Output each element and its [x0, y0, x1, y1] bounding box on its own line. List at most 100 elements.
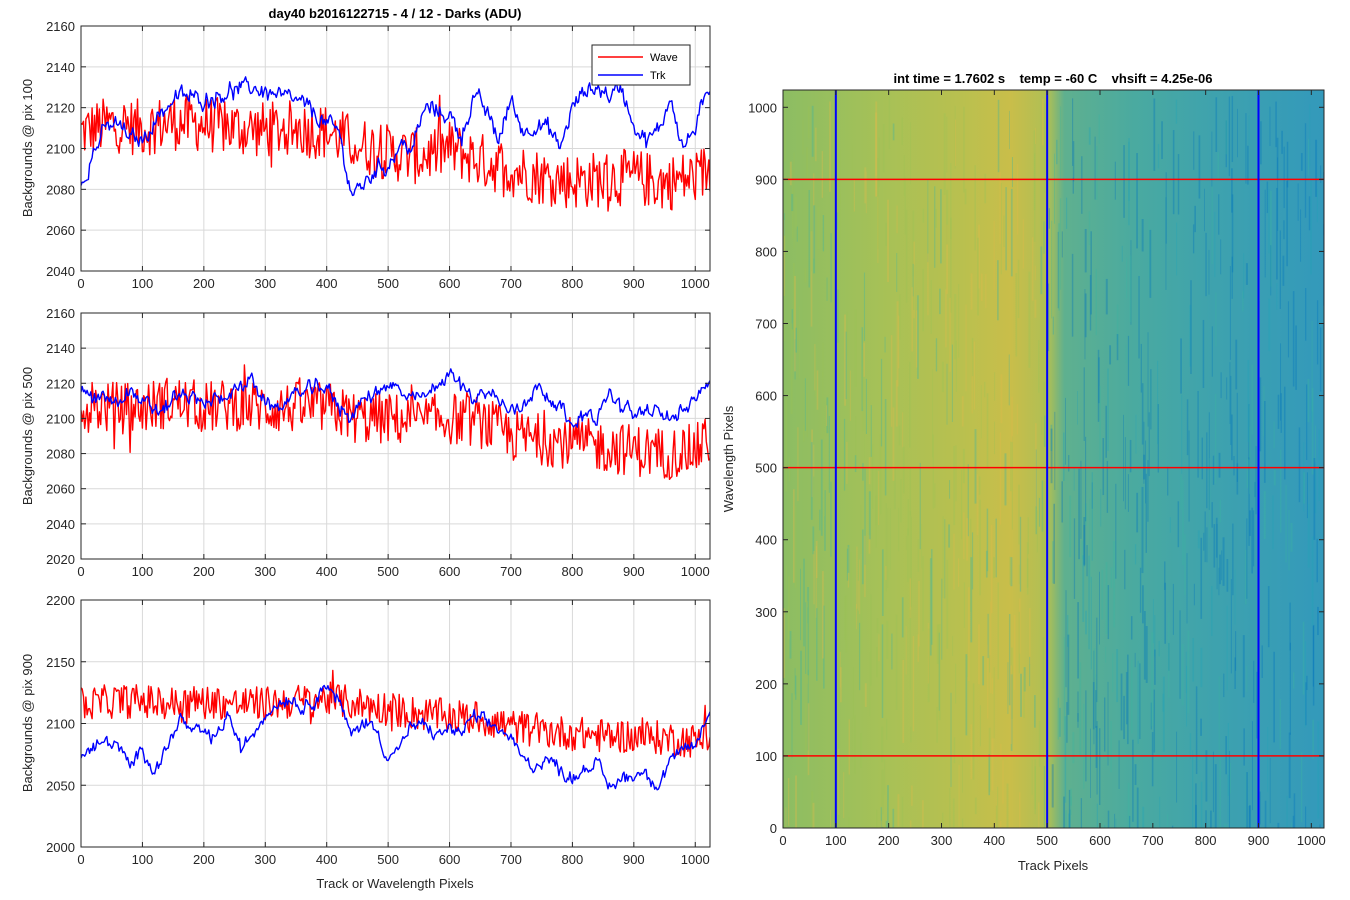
x-tick-label: 800 — [1195, 833, 1217, 848]
x-tick-label: 100 — [825, 833, 847, 848]
x-tick-label: 0 — [779, 833, 786, 848]
series-line-trk — [81, 684, 710, 791]
x-tick-label: 600 — [439, 276, 461, 291]
series-line-wave — [81, 364, 710, 480]
plot-pix-500-ticks: 0 100 200 300 400 500 600 700 800 900 1000 2020 2040… — [46, 306, 710, 579]
heatmap-base — [783, 90, 1324, 828]
y-tick-label: 900 — [755, 172, 777, 187]
plot-pix-100-ticks: 0 100 200 300 400 500 600 700 800 900 1000 2040 2060… — [46, 19, 710, 291]
plot-pix-500-background — [81, 313, 710, 559]
heatmap-ylabel: Wavelength Pixels — [721, 405, 736, 512]
heatmap-texture — [783, 93, 1324, 828]
heatmap-markers — [783, 90, 1324, 828]
y-tick-label: 2040 — [46, 264, 75, 279]
plot-pix-500-series — [81, 364, 710, 480]
legend-entry-wave: Wave — [650, 52, 678, 64]
y-tick-label: 2100 — [46, 717, 75, 732]
plot-pix-100-series — [81, 76, 710, 212]
x-tick-label: 800 — [562, 852, 584, 867]
x-tick-label: 600 — [439, 852, 461, 867]
y-tick-label: 2060 — [46, 223, 75, 238]
x-tick-label: 200 — [193, 564, 215, 579]
y-tick-label: 2040 — [46, 517, 75, 532]
x-tick-label: 400 — [983, 833, 1005, 848]
heatmap-title: int time = 1.7602 s temp = -60 C vhsift … — [893, 71, 1212, 86]
x-tick-label: 1000 — [1297, 833, 1326, 848]
x-tick-label: 900 — [623, 852, 645, 867]
ylabel-plot-1: Backgrounds @ pix 100 — [20, 79, 35, 217]
x-tick-label: 200 — [193, 276, 215, 291]
series-line-wave — [81, 94, 710, 212]
plot-pix-900: 0 100 200 300 400 500 600 700 800 900 1000 2000 2050… — [46, 593, 711, 867]
y-tick-label: 100 — [755, 749, 777, 764]
y-tick-label: 700 — [755, 317, 777, 332]
x-tick-label: 1000 — [681, 852, 710, 867]
x-tick-label: 300 — [931, 833, 953, 848]
x-tick-label: 0 — [77, 852, 84, 867]
x-tick-label: 700 — [500, 852, 522, 867]
y-tick-label: 2100 — [46, 411, 75, 426]
x-tick-label: 1000 — [681, 564, 710, 579]
x-tick-label: 1000 — [681, 276, 710, 291]
y-tick-label: 300 — [755, 605, 777, 620]
x-tick-label: 500 — [377, 564, 399, 579]
x-tick-label: 300 — [254, 852, 276, 867]
x-tick-label: 900 — [623, 276, 645, 291]
y-tick-label: 2080 — [46, 447, 75, 462]
y-tick-label: 2200 — [46, 593, 75, 608]
legend: Wave Trk — [591, 44, 691, 86]
y-tick-label: 600 — [755, 389, 777, 404]
heatmap: 0 100 200 300 400 500 600 700 800 900 1000 0 100 200 3… — [748, 89, 1326, 848]
y-tick-label: 2120 — [46, 376, 75, 391]
x-tick-label: 0 — [77, 564, 84, 579]
y-tick-label: 2060 — [46, 482, 75, 497]
x-tick-label: 800 — [562, 564, 584, 579]
x-tick-label: 300 — [254, 564, 276, 579]
plot-pix-900-series — [81, 669, 710, 791]
plot-pix-500: 0 100 200 300 400 500 600 700 800 900 1000 2020 2040… — [46, 306, 711, 579]
x-tick-label: 300 — [254, 276, 276, 291]
y-tick-label: 0 — [770, 821, 777, 836]
y-tick-label: 2020 — [46, 552, 75, 567]
y-tick-label: 500 — [755, 461, 777, 476]
series-line-trk — [81, 76, 710, 197]
x-tick-label: 700 — [500, 564, 522, 579]
y-tick-label: 200 — [755, 677, 777, 692]
legend-entry-trk: Trk — [650, 70, 666, 82]
plot-pix-500-frame — [80, 312, 711, 560]
y-tick-label: 2140 — [46, 60, 75, 75]
x-tick-label: 0 — [77, 276, 84, 291]
x-tick-label: 100 — [132, 564, 154, 579]
series-line-trk — [81, 368, 710, 428]
x-tick-label: 600 — [439, 564, 461, 579]
ylabel-plot-2: Backgrounds @ pix 500 — [20, 367, 35, 505]
x-tick-label: 100 — [132, 852, 154, 867]
plot-pix-900-ticks: 0 100 200 300 400 500 600 700 800 900 1000 2000 2050… — [46, 593, 710, 867]
x-tick-label: 900 — [1248, 833, 1270, 848]
x-tick-label: 500 — [1036, 833, 1058, 848]
x-tick-label: 700 — [500, 276, 522, 291]
x-tick-label: 200 — [193, 852, 215, 867]
figure-title: day40 b2016122715 - 4 / 12 - Darks (ADU) — [269, 6, 522, 21]
y-tick-label: 2140 — [46, 341, 75, 356]
x-tick-label: 400 — [316, 276, 338, 291]
y-tick-label: 2100 — [46, 142, 75, 157]
x-tick-label: 700 — [1142, 833, 1164, 848]
x-tick-label: 200 — [878, 833, 900, 848]
y-tick-label: 2120 — [46, 101, 75, 116]
ylabel-plot-3: Backgrounds @ pix 900 — [20, 654, 35, 792]
y-tick-label: 1000 — [748, 100, 777, 115]
y-tick-label: 2080 — [46, 182, 75, 197]
heatmap-xlabel: Track Pixels — [1018, 858, 1089, 873]
series-line-wave — [81, 669, 710, 758]
y-tick-label: 800 — [755, 244, 777, 259]
y-tick-label: 2000 — [46, 840, 75, 855]
x-tick-label: 900 — [623, 564, 645, 579]
xlabel-bottom-left: Track or Wavelength Pixels — [316, 876, 474, 891]
legend-box — [591, 44, 691, 86]
x-tick-label: 600 — [1089, 833, 1111, 848]
y-tick-label: 2050 — [46, 778, 75, 793]
y-tick-label: 400 — [755, 533, 777, 548]
y-tick-label: 2160 — [46, 306, 75, 321]
